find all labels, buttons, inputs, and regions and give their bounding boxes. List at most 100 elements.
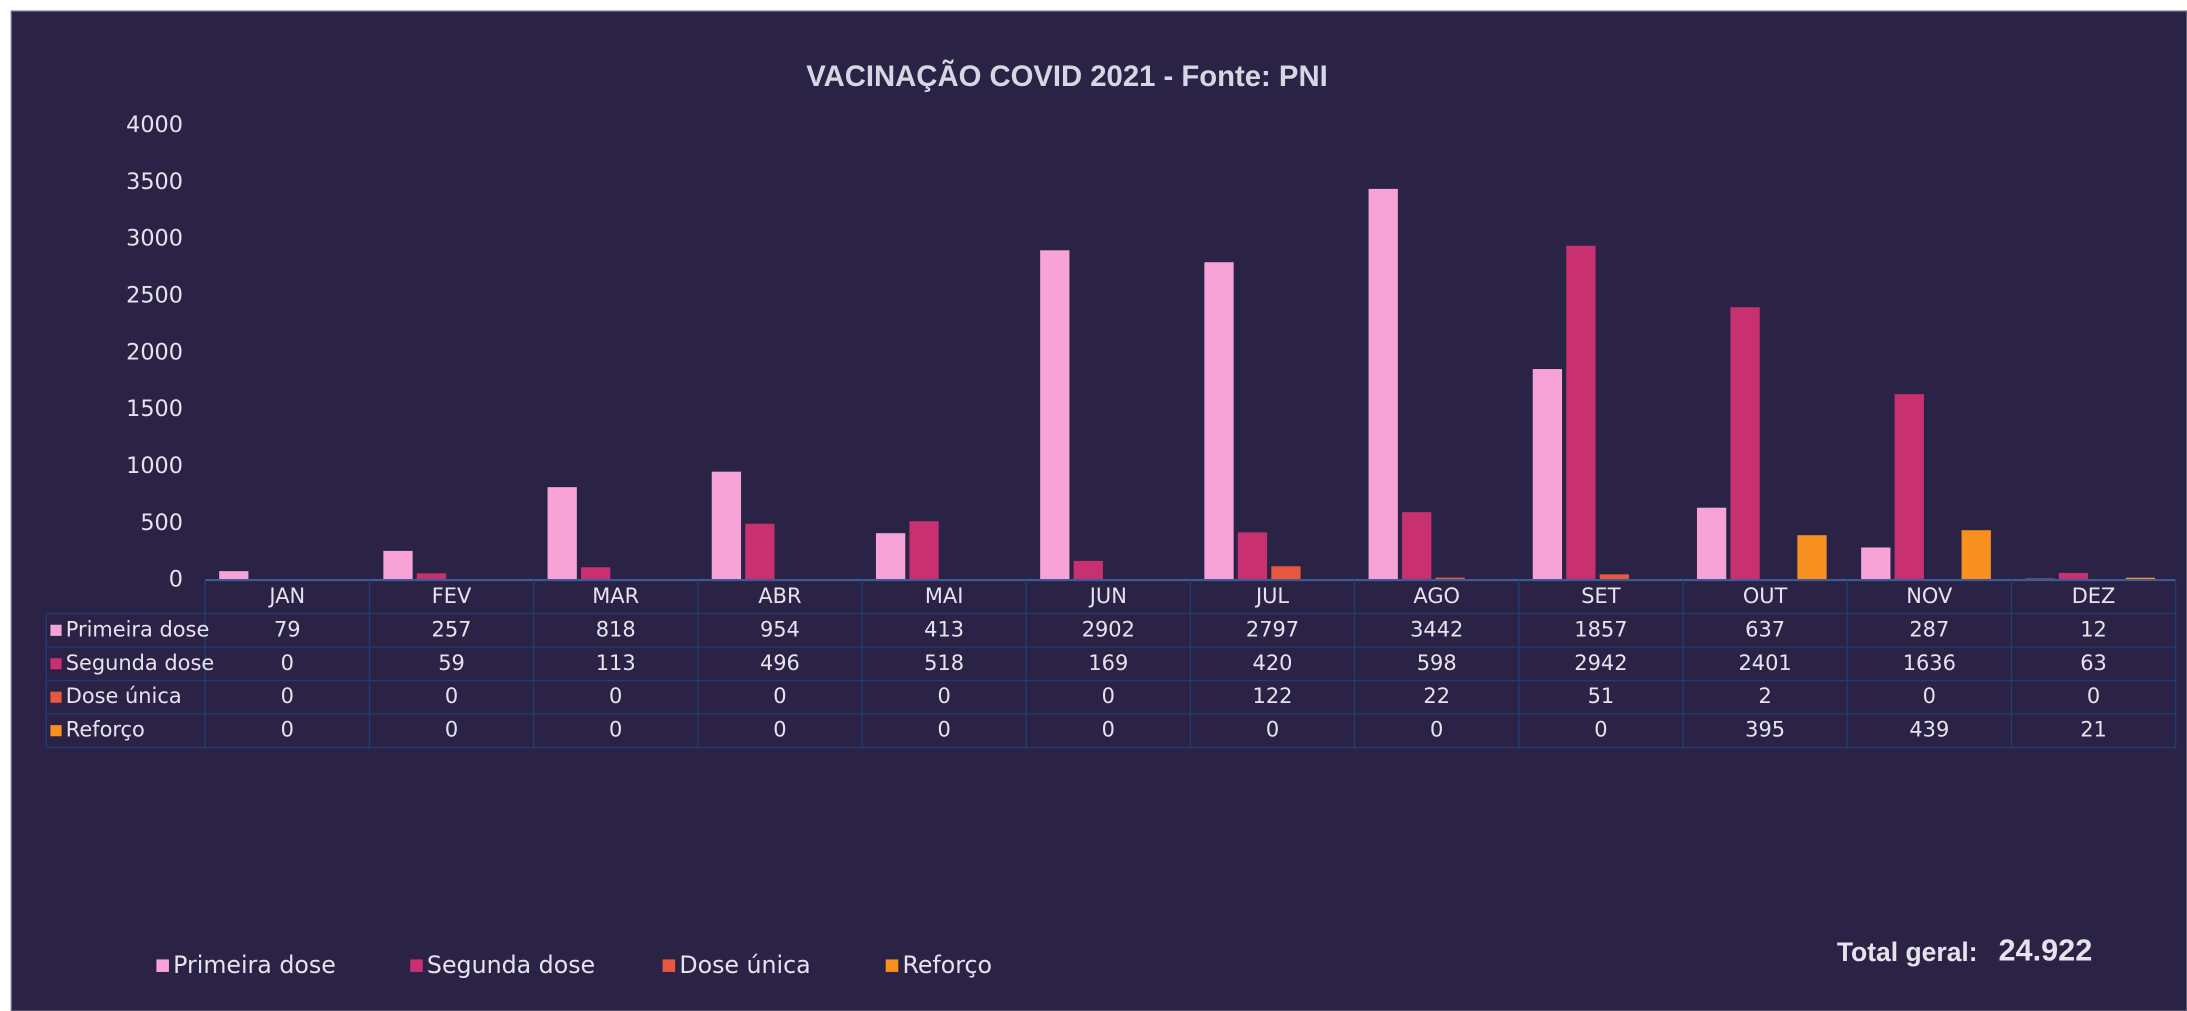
table-cell: 287 — [1909, 617, 1949, 641]
bar — [1696, 507, 1727, 581]
table-cell: 2902 — [1082, 617, 1135, 641]
table-cell: 598 — [1417, 651, 1457, 675]
total-value: 24.922 — [1999, 934, 2093, 968]
bar — [1599, 574, 1629, 581]
table-cell: 0 — [937, 684, 950, 708]
table-cell: 0 — [937, 718, 950, 742]
table-cell: 257 — [432, 617, 472, 641]
table-cell: 122 — [1253, 684, 1293, 708]
table-cell: 0 — [2087, 684, 2100, 708]
bar — [1861, 547, 1891, 581]
table-cell: 63 — [2080, 651, 2107, 675]
table-cell: 0 — [445, 684, 458, 708]
table-cell: 3442 — [1410, 617, 1463, 641]
x-tick-label: FEV — [432, 584, 472, 608]
legend-label: Reforço — [902, 951, 992, 979]
table-key — [50, 624, 62, 636]
table-key — [50, 691, 62, 703]
table-cell: 12 — [2080, 617, 2107, 641]
y-tick-label: 2500 — [126, 282, 183, 308]
bar — [416, 573, 447, 581]
bar — [1532, 369, 1563, 581]
x-tick-label: AGO — [1413, 584, 1460, 608]
table-cell: 439 — [1909, 718, 1949, 742]
table-cell: 22 — [1423, 684, 1450, 708]
table-cell: 2401 — [1739, 651, 1792, 675]
x-tick-label: JAN — [267, 584, 305, 608]
table-cell: 169 — [1088, 651, 1128, 675]
table-cell: 21 — [2080, 718, 2107, 742]
table-cell: 2942 — [1574, 651, 1627, 675]
table-cell: 637 — [1745, 617, 1785, 641]
bar — [1797, 535, 1827, 581]
bar — [2058, 572, 2089, 581]
table-cell: 0 — [609, 684, 622, 708]
table-cell: 1857 — [1574, 617, 1627, 641]
table-cell: 79 — [274, 617, 301, 641]
y-tick-label: 0 — [169, 567, 183, 593]
table-cell: 496 — [760, 651, 800, 675]
bar — [745, 523, 775, 581]
bar — [1040, 250, 1070, 581]
chart-title: VACINAÇÃO COVID 2021 - Fonte: PNI — [806, 59, 1327, 93]
bar — [875, 533, 906, 581]
bar — [2125, 577, 2156, 581]
table-cell: 1636 — [1903, 651, 1956, 675]
table-cell: 395 — [1745, 718, 1785, 742]
bar — [219, 571, 249, 581]
bar — [1402, 512, 1432, 581]
y-tick-label: 1500 — [126, 396, 183, 422]
table-cell: 0 — [1923, 684, 1936, 708]
table-row-label: Segunda dose — [66, 651, 214, 675]
table-cell: 113 — [596, 651, 636, 675]
x-tick-label: JUL — [1254, 584, 1289, 608]
x-tick-label: MAR — [592, 584, 639, 608]
table-cell: 518 — [924, 651, 964, 675]
bar — [1368, 188, 1398, 581]
table-row-label: Reforço — [66, 718, 145, 742]
y-tick-label: 3000 — [126, 226, 183, 252]
bar — [1435, 577, 1465, 581]
table-cell: 0 — [1594, 718, 1607, 742]
bar — [1566, 245, 1596, 581]
x-tick-label: JUN — [1088, 584, 1127, 608]
table-cell: 0 — [1102, 718, 1115, 742]
table-cell: 0 — [773, 684, 786, 708]
bar — [1271, 566, 1301, 581]
x-tick-label: OUT — [1743, 584, 1788, 608]
bar — [1961, 530, 1991, 581]
table-cell: 51 — [1588, 684, 1615, 708]
table-cell: 0 — [281, 651, 294, 675]
total-label: Total geral: — [1837, 937, 1978, 967]
table-cell: 818 — [596, 617, 636, 641]
bar — [383, 550, 413, 581]
legend-label: Segunda dose — [427, 951, 595, 979]
table-cell: 0 — [1102, 684, 1115, 708]
table-cell: 0 — [1430, 718, 1443, 742]
x-tick-label: ABR — [758, 584, 801, 608]
legend-label: Primeira dose — [173, 951, 336, 979]
table-key — [50, 658, 62, 670]
table-cell: 0 — [1266, 718, 1279, 742]
bar — [1237, 532, 1268, 581]
bar — [909, 521, 939, 581]
table-row-label: Dose única — [66, 684, 182, 708]
table-cell: 2797 — [1246, 617, 1299, 641]
legend-label: Dose única — [679, 951, 810, 979]
x-tick-label: MAI — [925, 584, 964, 608]
bar — [1730, 307, 1760, 581]
table-key — [50, 725, 62, 737]
y-tick-label: 1000 — [126, 453, 183, 479]
y-tick-label: 500 — [140, 510, 183, 536]
table-cell: 0 — [281, 718, 294, 742]
legend-key — [662, 959, 676, 972]
table-cell: 0 — [609, 718, 622, 742]
y-tick-label: 4000 — [126, 112, 183, 138]
table-cell: 0 — [281, 684, 294, 708]
table-cell: 0 — [445, 718, 458, 742]
legend-key — [410, 959, 423, 972]
bar — [547, 487, 577, 581]
bar — [581, 567, 611, 581]
